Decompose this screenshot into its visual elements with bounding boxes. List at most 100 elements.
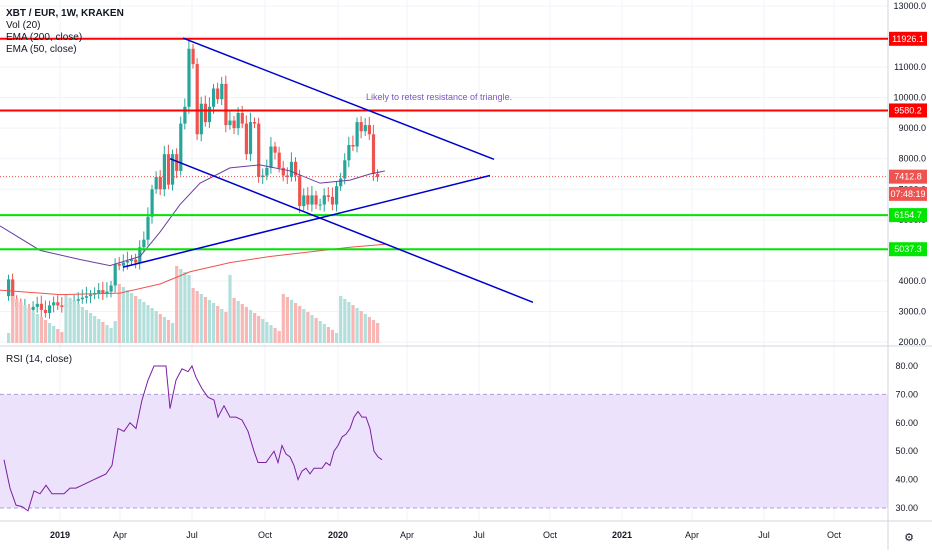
volume-bar <box>335 333 339 343</box>
annotation-text[interactable]: Likely to retest resistance of triangle. <box>366 92 512 102</box>
price-badge[interactable] <box>889 186 927 201</box>
volume-bar <box>236 301 240 343</box>
ema200-indicator-label[interactable]: EMA (200, close) <box>6 32 83 43</box>
volume-bar <box>248 310 253 343</box>
volume-bar <box>27 308 31 343</box>
triangle-upper-trendline[interactable] <box>182 37 495 161</box>
candle-body <box>265 167 269 176</box>
volume-bar <box>60 332 64 343</box>
time-tick-label: 2020 <box>328 530 348 540</box>
volume-bar <box>269 325 273 343</box>
time-tick-label: Apr <box>113 530 127 540</box>
volume-bar <box>265 322 269 343</box>
volume-bar <box>232 298 236 343</box>
volume-bar <box>294 303 298 343</box>
volume-bar <box>220 309 224 343</box>
candle-body <box>310 195 314 205</box>
candle-body <box>330 196 335 205</box>
candle-body <box>281 167 285 176</box>
candle-body <box>162 154 166 190</box>
candle-body <box>80 297 84 300</box>
candle-body <box>224 83 228 126</box>
candle-body <box>109 285 113 292</box>
candle-body <box>351 144 355 147</box>
ema50-indicator-label[interactable]: EMA (50, close) <box>6 44 77 55</box>
symbol-title[interactable]: XBT / EUR, 1W, KRAKEN <box>6 8 124 19</box>
volume-bar <box>68 298 72 343</box>
candle-body <box>76 299 80 301</box>
volume-bar <box>191 288 195 343</box>
volume-bar <box>35 314 39 343</box>
rsi-indicator-label[interactable]: RSI (14, close) <box>6 354 73 365</box>
volume-bar <box>277 331 281 343</box>
volume-bar <box>314 318 318 343</box>
volume-bar <box>97 319 101 343</box>
settings-gear-icon[interactable]: ⚙ <box>904 532 914 544</box>
volume-bar <box>351 305 355 343</box>
time-tick-label: Jul <box>758 530 770 540</box>
volume-indicator-label[interactable]: Vol (20) <box>6 20 41 31</box>
price-badge[interactable] <box>889 208 927 223</box>
time-tick-label: Jul <box>473 530 485 540</box>
candle-body <box>212 88 216 107</box>
volume-bar <box>76 304 80 343</box>
volume-bar <box>7 333 11 343</box>
candle-body <box>113 264 117 286</box>
candle-body <box>347 144 351 161</box>
volume-bar <box>306 312 310 343</box>
candle-body <box>150 189 154 217</box>
time-tick-label: Jul <box>186 530 198 540</box>
triangle-lower-trendline[interactable] <box>122 174 491 268</box>
chart-legend: XBT / EUR, 1W, KRAKEN Vol (20) EMA (200,… <box>6 8 124 56</box>
price-badge-text: 5037.3 <box>894 244 922 254</box>
candle-body <box>203 103 207 123</box>
candle-body <box>134 259 138 263</box>
time-tick-label: Apr <box>685 530 699 540</box>
volume-bar <box>310 315 314 343</box>
candle-body <box>240 112 244 124</box>
candle-body <box>359 122 363 132</box>
volume-bar <box>109 328 113 343</box>
candle-body <box>326 195 330 197</box>
price-badge[interactable] <box>889 31 927 46</box>
channel-lower-trendline[interactable] <box>169 158 534 303</box>
time-tick-label: 2021 <box>612 530 632 540</box>
volume-bar <box>158 314 162 343</box>
volume-bar <box>330 330 335 343</box>
volume-bar <box>359 311 363 343</box>
candle-body <box>48 305 52 313</box>
volume-bar <box>253 313 257 343</box>
volume-bar <box>113 321 117 343</box>
volume-bar <box>302 309 306 343</box>
time-tick-label: Oct <box>258 530 273 540</box>
rsi-tick-label: 80.00 <box>895 361 918 371</box>
candle-body <box>125 261 130 263</box>
volume-bar <box>343 299 347 343</box>
candle-body <box>306 195 310 205</box>
rsi-tick-label: 30.00 <box>895 503 918 513</box>
price-tick-label: 3000.0 <box>898 306 926 316</box>
price-tick-label: 2000.0 <box>898 337 926 347</box>
volume-bar <box>261 319 265 343</box>
candle-body <box>236 112 240 129</box>
candle-body <box>179 123 183 171</box>
rsi-line <box>3 364 383 512</box>
candle-body <box>285 175 289 178</box>
candle-body <box>56 302 60 306</box>
candle-body <box>257 123 261 178</box>
volume-bar <box>89 313 93 343</box>
candle-body <box>244 123 248 155</box>
candle-body <box>175 154 179 171</box>
price-badge[interactable] <box>889 103 927 118</box>
volume-bar <box>273 328 277 343</box>
price-badge-text: 7412.8 <box>894 172 922 182</box>
price-badge[interactable] <box>889 242 927 257</box>
candle-body <box>191 48 195 65</box>
volume-bar <box>376 323 380 343</box>
volume-bar <box>134 296 138 343</box>
volume-bar <box>31 311 35 343</box>
candle-body <box>339 178 343 187</box>
price-badge[interactable] <box>889 169 927 184</box>
